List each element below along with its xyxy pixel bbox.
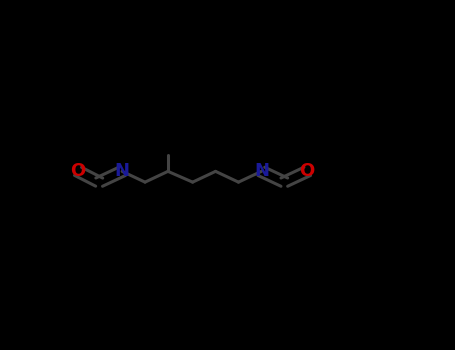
Text: N: N <box>115 162 130 180</box>
Text: O: O <box>71 162 86 180</box>
Text: N: N <box>254 162 269 180</box>
Text: O: O <box>299 162 315 180</box>
